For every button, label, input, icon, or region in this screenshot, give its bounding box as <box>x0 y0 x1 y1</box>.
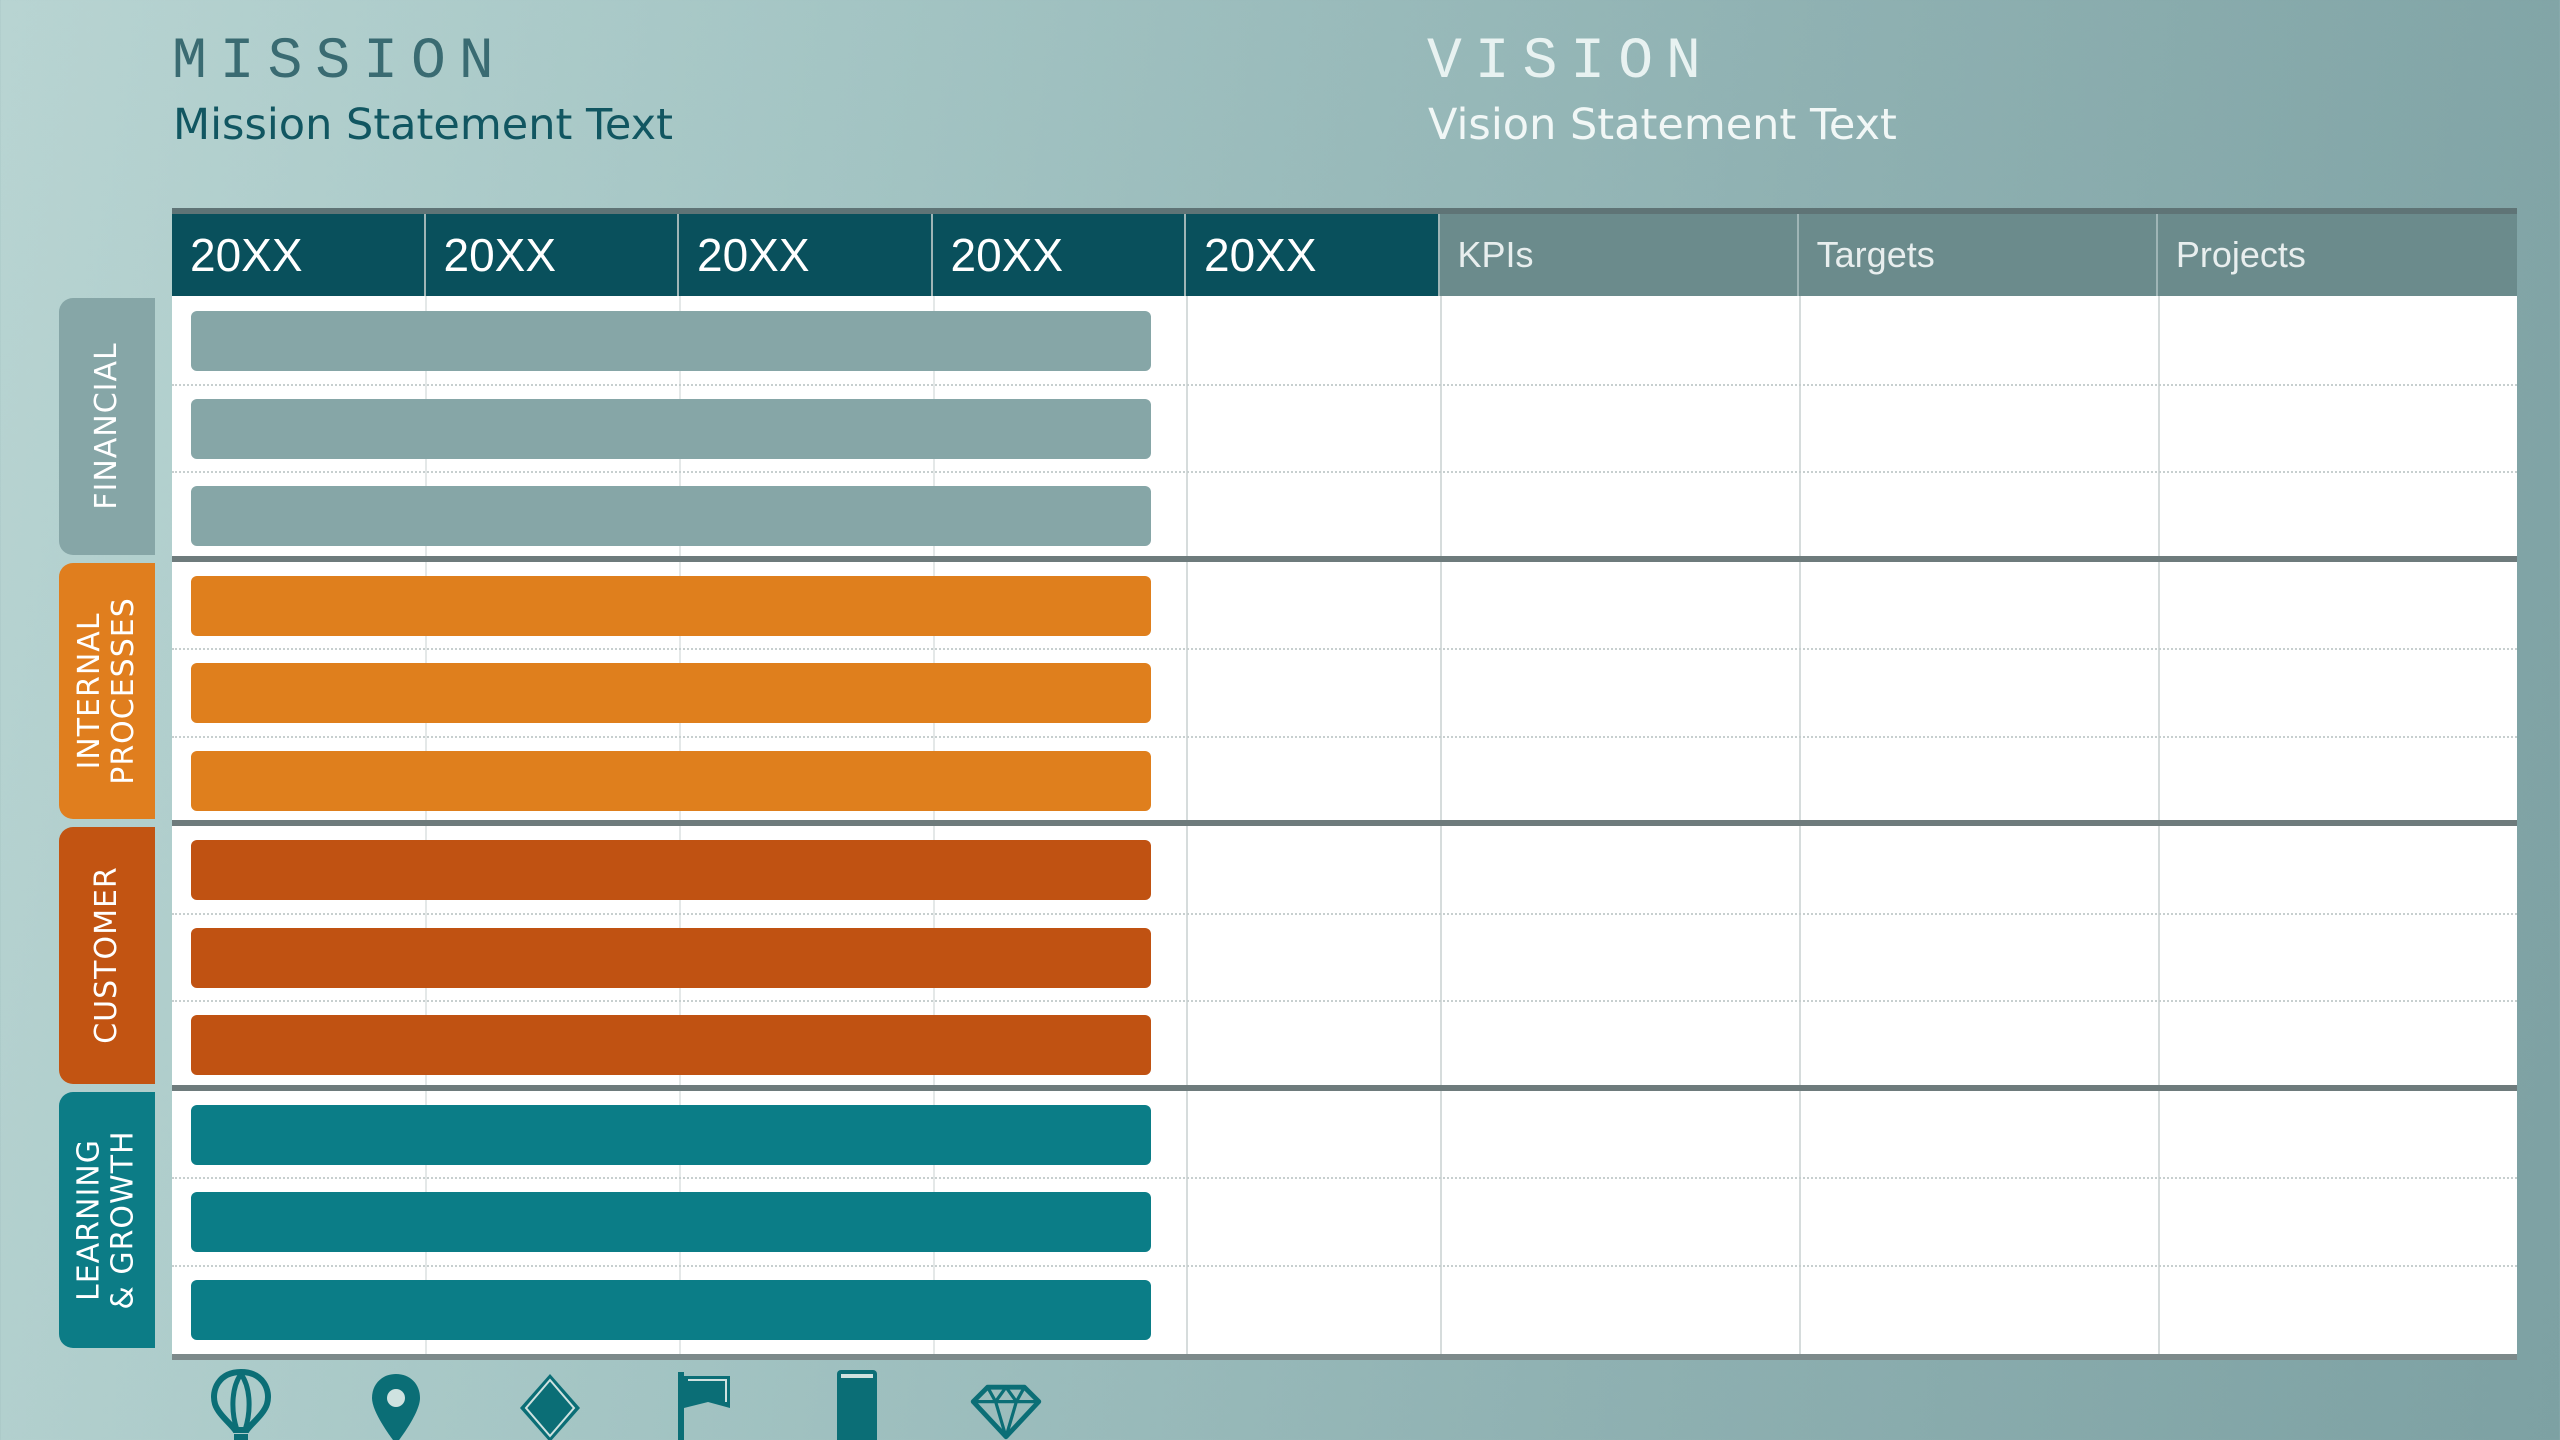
section-separator <box>172 555 2517 562</box>
row-divider <box>172 383 2517 386</box>
hot-air-balloon-icon <box>205 1368 277 1440</box>
timeline-bar[interactable] <box>191 1104 1151 1165</box>
section-separator <box>172 820 2517 826</box>
grid-line <box>679 296 681 1360</box>
grid-line <box>1440 296 1442 1360</box>
timeline-bar[interactable] <box>191 750 1151 811</box>
mission-statement: Mission Statement Text <box>173 100 673 150</box>
projects-header: Projects <box>2157 214 2517 296</box>
row-divider <box>172 1177 2517 1179</box>
timeline-bar[interactable] <box>191 575 1151 636</box>
grid-line <box>933 296 935 1360</box>
category-label-text: LEARNING & GROWTH <box>72 1130 141 1310</box>
vision-statement: Vision Statement Text <box>1428 100 1897 150</box>
map-pin-icon <box>360 1368 432 1440</box>
targets-header: Targets <box>1798 214 2158 296</box>
timeline-bar[interactable] <box>191 663 1151 723</box>
kpis-header: KPIs <box>1439 214 1799 296</box>
scorecard-grid <box>172 296 2517 1360</box>
grid-line <box>425 296 427 1360</box>
category-label-line: INTERNAL <box>72 612 108 770</box>
timeline-bar[interactable] <box>191 398 1151 459</box>
category-label-text: CUSTOMER <box>89 866 125 1045</box>
table-header-row: 20XX 20XX 20XX 20XX 20XX KPIs Targets Pr… <box>172 208 2517 296</box>
flag-icon <box>668 1368 740 1440</box>
timeline-bar[interactable] <box>191 927 1151 988</box>
year-header-1: 20XX <box>172 214 426 296</box>
grid-line <box>2158 296 2160 1360</box>
category-label-line: PROCESSES <box>106 596 142 785</box>
row-divider <box>172 735 2517 738</box>
timeline-bar[interactable] <box>191 1279 1151 1340</box>
row-divider <box>172 648 2517 650</box>
year-header-2: 20XX <box>425 214 679 296</box>
row-divider <box>172 912 2517 915</box>
year-header-3: 20XX <box>679 214 933 296</box>
table-bottom-rule <box>172 1354 2517 1360</box>
category-label-line: LEARNING <box>72 1138 107 1301</box>
vision-heading: VISION <box>1427 30 1714 95</box>
category-label-text: FINANCIAL <box>89 342 125 511</box>
bookmark-icon <box>821 1368 893 1440</box>
timeline-bar[interactable] <box>191 311 1151 371</box>
year-header-5: 20XX <box>1186 214 1440 296</box>
category-label-line: FINANCIAL <box>89 342 125 511</box>
row-divider <box>172 471 2517 473</box>
grid-line <box>1186 296 1188 1360</box>
category-label-line: & GROWTH <box>106 1130 141 1310</box>
category-label-2: CUSTOMER <box>59 827 155 1084</box>
category-label-0: FINANCIAL <box>59 298 155 555</box>
diamond-icon <box>514 1368 586 1440</box>
category-label-3: LEARNING & GROWTH <box>59 1091 155 1348</box>
timeline-bar[interactable] <box>191 486 1151 546</box>
row-divider <box>172 1264 2517 1267</box>
timeline-bar[interactable] <box>191 1015 1151 1075</box>
row-divider <box>172 1000 2517 1002</box>
mission-heading: MISSION <box>172 30 507 95</box>
grid-line <box>1799 296 1801 1360</box>
category-label-text: INTERNAL PROCESSES <box>72 596 142 785</box>
category-label-line: CUSTOMER <box>89 866 125 1045</box>
timeline-bar[interactable] <box>191 840 1151 900</box>
timeline-bar[interactable] <box>191 1192 1151 1252</box>
gem-icon <box>970 1368 1042 1440</box>
section-separator <box>172 1084 2517 1091</box>
year-header-4: 20XX <box>932 214 1186 296</box>
category-label-1: INTERNAL PROCESSES <box>59 562 155 819</box>
